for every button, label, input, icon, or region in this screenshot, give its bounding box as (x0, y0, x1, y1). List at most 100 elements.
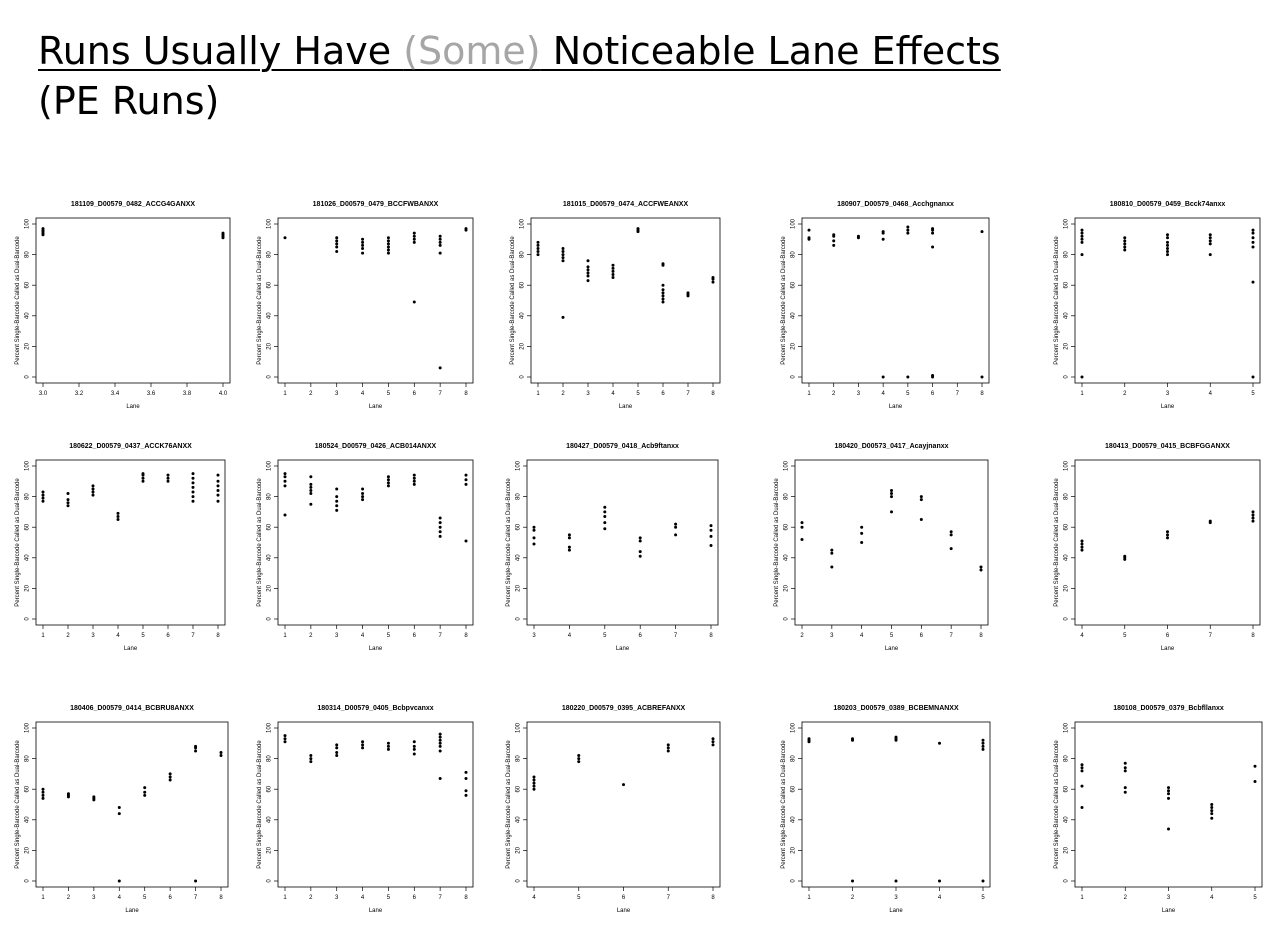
plot-frame (277, 721, 474, 888)
x-tick-label: 6 (1166, 633, 1170, 639)
x-tick-label: 7 (438, 895, 442, 901)
x-tick-label: 1 (41, 895, 45, 901)
x-axis-label: Lane (126, 404, 140, 410)
data-point (438, 243, 442, 247)
data-point (194, 744, 198, 748)
y-tick-label: 100 (1064, 722, 1070, 733)
data-point (141, 472, 145, 476)
y-tick-label: 40 (25, 816, 31, 823)
y-axis-label: Percent Single-Barcode Called as Dual-Ba… (781, 740, 787, 869)
x-tick-label: 7 (956, 391, 960, 397)
data-point (438, 776, 442, 780)
data-point (980, 375, 984, 379)
data-point (335, 495, 339, 499)
data-point (1251, 516, 1255, 520)
data-point (1208, 253, 1212, 257)
data-point (335, 239, 339, 243)
y-tick-label: 100 (516, 722, 522, 733)
y-tick-label: 80 (520, 251, 526, 258)
x-tick-label: 4 (568, 633, 572, 639)
x-tick-label: 8 (464, 895, 468, 901)
data-point (1253, 780, 1257, 784)
plot-title: 180907_D00579_0468_Acchgnanxx (837, 201, 954, 208)
data-point (1166, 530, 1169, 534)
y-tick-label: 60 (791, 281, 797, 288)
x-tick-label: 8 (711, 391, 715, 397)
plot-title: 180220_D00579_0395_ACBREFANXX (562, 705, 686, 712)
data-point (661, 283, 665, 287)
y-tick-label: 40 (516, 554, 522, 561)
x-tick-label: 2 (1124, 895, 1128, 901)
y-tick-label: 20 (520, 342, 526, 349)
data-point (1080, 766, 1084, 770)
plot-title: 180203_D00579_0389_BCBEMNANXX (833, 705, 959, 712)
data-point (1080, 763, 1084, 767)
x-axis-label: Lane (889, 404, 903, 410)
y-tick-label: 40 (1064, 312, 1070, 319)
data-point (191, 495, 195, 499)
data-point (386, 747, 390, 751)
data-point (361, 746, 365, 750)
y-axis-label: Percent Single-Barcode Called as Dual-Ba… (15, 740, 21, 869)
data-point (309, 492, 313, 496)
y-tick-label: 100 (267, 722, 273, 733)
data-point (532, 784, 536, 788)
x-tick-label: 5 (387, 391, 391, 397)
data-point (386, 478, 390, 482)
y-tick-label: 60 (267, 523, 273, 530)
data-point (666, 749, 670, 753)
data-point (611, 269, 615, 273)
data-point (661, 291, 665, 295)
x-tick-label: 4 (361, 633, 365, 639)
data-point (981, 741, 985, 745)
data-point (711, 737, 715, 741)
y-tick-label: 80 (516, 755, 522, 762)
data-point (532, 528, 536, 532)
y-tick-label: 0 (267, 617, 273, 621)
data-point (981, 747, 985, 751)
x-tick-label: 7 (438, 391, 442, 397)
y-tick-label: 60 (267, 281, 273, 288)
data-point (92, 795, 96, 799)
data-point (116, 518, 120, 522)
data-point (611, 276, 615, 280)
plot-frame (530, 217, 721, 384)
data-point (586, 271, 590, 275)
data-point (674, 522, 678, 526)
x-tick-label: 3 (830, 633, 834, 639)
x-tick-label: 3 (532, 633, 536, 639)
data-point (438, 516, 442, 520)
x-tick-label: 4 (1209, 391, 1213, 397)
y-axis-label: Percent Single-Barcode Called as Dual-Ba… (257, 740, 263, 869)
data-point (638, 554, 642, 558)
x-axis-label: Lane (369, 908, 383, 914)
data-point (577, 760, 581, 764)
x-tick-label: 6 (166, 633, 170, 639)
plot-frame (526, 459, 719, 626)
data-point (711, 743, 715, 747)
data-point (283, 236, 287, 240)
data-point (283, 475, 287, 479)
data-point (1166, 240, 1169, 244)
y-tick-label: 60 (784, 523, 790, 530)
data-point (851, 737, 854, 741)
x-tick-label: 7 (667, 895, 671, 901)
x-tick-label: 5 (387, 895, 391, 901)
data-point (1167, 789, 1170, 793)
y-tick-label: 0 (516, 879, 522, 883)
scatter-panel: 180108_D00579_0379_Bcbfllanxx 1 2 3 4 5 0 20 40 6… (1054, 705, 1263, 914)
data-point (219, 754, 223, 758)
y-tick-label: 80 (791, 755, 797, 762)
y-tick-label: 20 (1064, 342, 1070, 349)
y-tick-label: 80 (791, 251, 797, 258)
x-tick-label: 6 (920, 633, 924, 639)
x-tick-label: 7 (949, 633, 953, 639)
y-tick-label: 60 (1064, 523, 1070, 530)
data-point (981, 879, 985, 883)
data-point (335, 236, 339, 240)
x-axis-label: Lane (124, 646, 138, 652)
x-tick-label: 3.4 (111, 391, 120, 397)
